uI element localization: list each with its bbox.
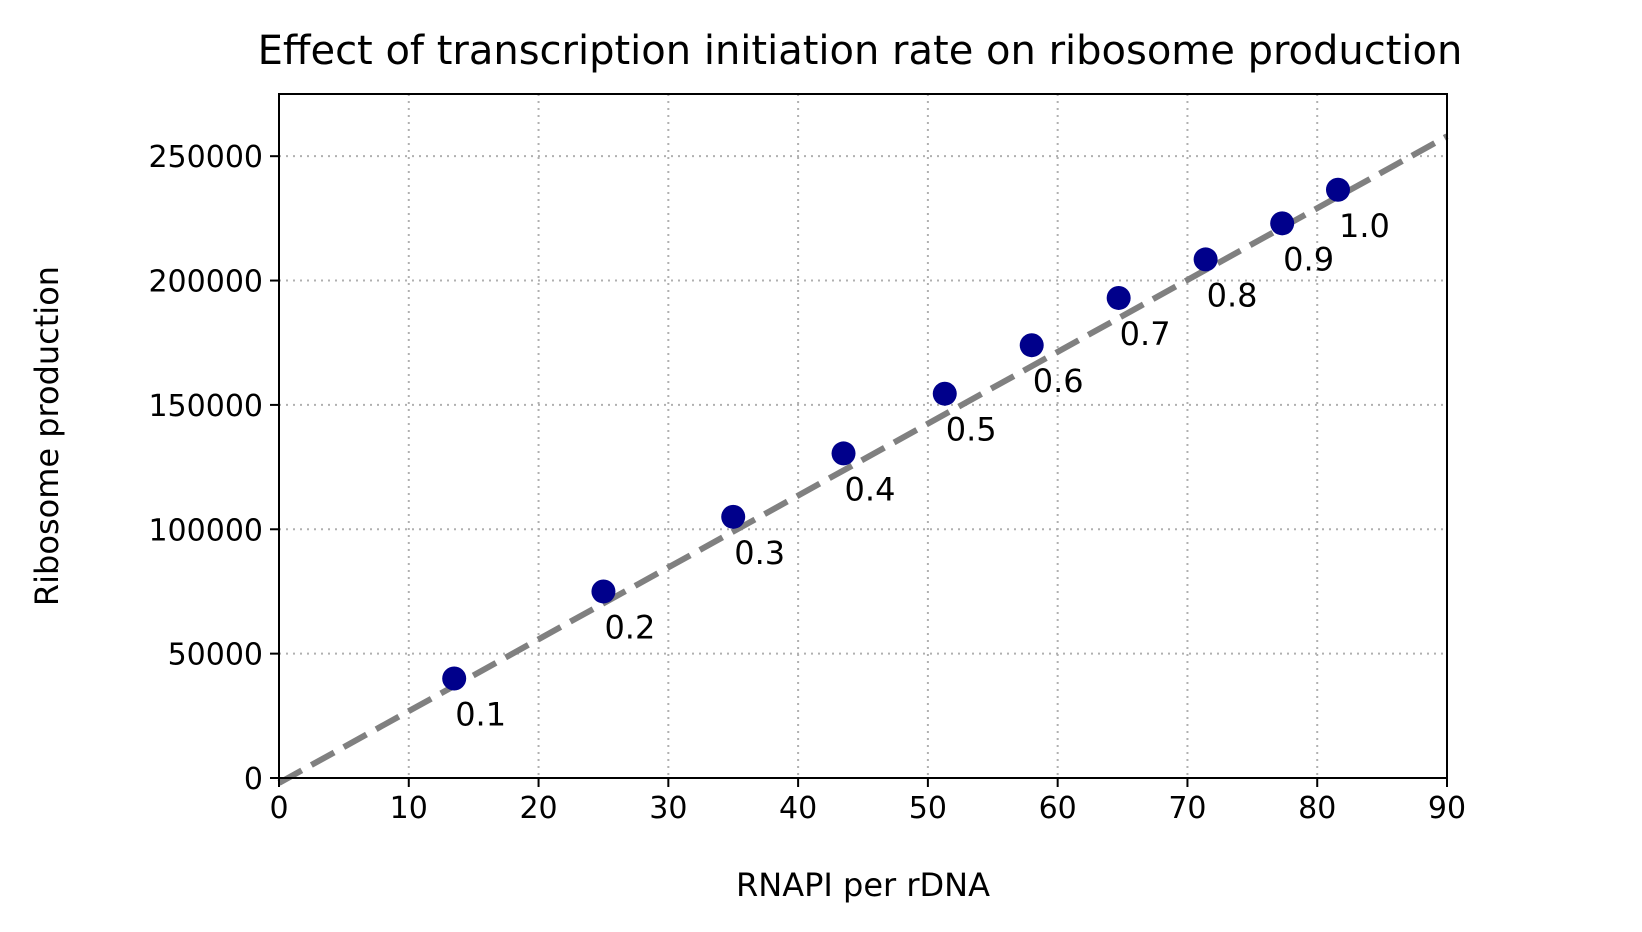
data-point	[1193, 247, 1218, 272]
x-tick-label: 70	[1168, 791, 1206, 826]
x-tick-label: 60	[1039, 791, 1077, 826]
point-label: 0.1	[455, 696, 506, 734]
x-tick-label: 0	[269, 791, 288, 826]
chart-title: Effect of transcription initiation rate …	[258, 28, 1463, 74]
fit-line	[277, 133, 1449, 786]
point-label: 0.2	[604, 608, 655, 646]
x-tick-label: 90	[1428, 791, 1466, 826]
x-tick-label: 20	[519, 791, 557, 826]
point-label: 0.6	[1033, 362, 1084, 400]
y-tick-label: 50000	[168, 638, 263, 673]
y-tick-label: 100000	[148, 513, 263, 548]
point-label: 0.3	[734, 534, 785, 572]
data-point	[1270, 211, 1295, 236]
data-point	[442, 666, 467, 691]
point-label: 0.4	[845, 470, 896, 508]
y-tick-label: 150000	[148, 389, 263, 424]
x-tick-label: 30	[649, 791, 687, 826]
data-point	[831, 441, 856, 466]
y-axis-label: Ribosome production	[28, 266, 66, 606]
x-axis-label: RNAPI per rDNA	[736, 866, 990, 904]
y-axis-ticks: 0 50000 100000 150000 200000 250000	[148, 140, 279, 797]
point-label: 0.7	[1120, 315, 1171, 353]
x-tick-label: 50	[909, 791, 947, 826]
point-label: 1.0	[1339, 207, 1390, 245]
point-labels: 0.1 0.2 0.3 0.4 0.5 0.6 0.7 0.8 0.91.0	[455, 207, 1390, 734]
data-points	[442, 177, 1350, 691]
data-point	[1325, 177, 1350, 202]
x-tick-label: 80	[1298, 791, 1336, 826]
point-label: 0.9	[1283, 240, 1334, 278]
data-point	[1019, 333, 1044, 358]
x-axis-ticks: 0 10 20 30 40 50 60 70 80 90	[269, 778, 1466, 826]
y-tick-label: 250000	[148, 140, 263, 175]
fit-line-group	[277, 133, 1449, 786]
y-tick-label: 0	[244, 762, 263, 797]
point-label: 0.8	[1207, 276, 1258, 314]
x-tick-label: 10	[390, 791, 428, 826]
data-point	[721, 504, 746, 529]
data-point	[932, 381, 957, 406]
x-tick-label: 40	[779, 791, 817, 826]
y-tick-label: 200000	[148, 265, 263, 300]
plot-frame	[278, 93, 1448, 779]
point-label: 0.5	[946, 411, 997, 449]
data-point	[1106, 285, 1131, 310]
data-point	[591, 579, 616, 604]
